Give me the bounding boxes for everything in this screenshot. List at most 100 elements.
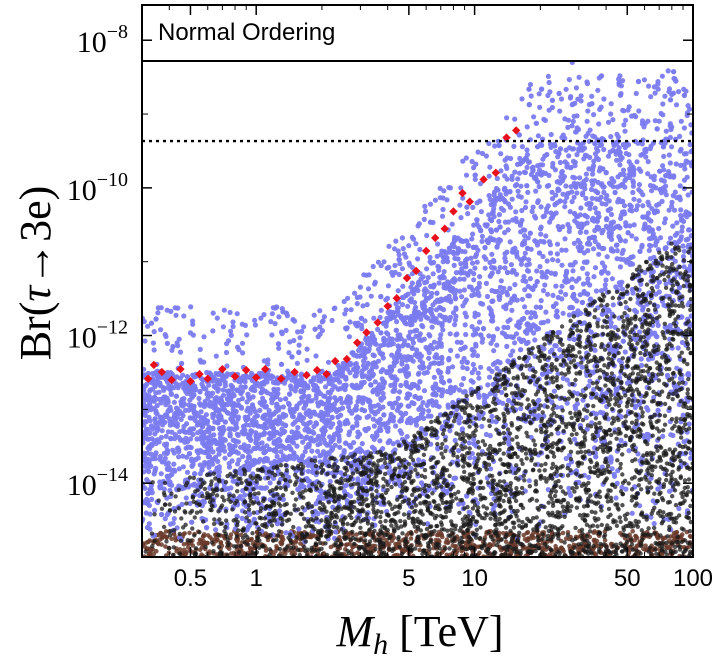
- blue-point: [515, 188, 521, 194]
- blue-point: [461, 276, 467, 282]
- blue-point: [462, 322, 468, 328]
- blue-point: [147, 430, 153, 436]
- blue-point: [462, 249, 468, 255]
- blue-point: [472, 265, 478, 271]
- blue-point: [426, 408, 432, 414]
- floor-point: [602, 538, 608, 543]
- blue-point: [629, 208, 635, 214]
- blue-point: [147, 511, 153, 517]
- blue-point: [640, 203, 646, 209]
- blue-point: [179, 501, 185, 507]
- blue-point: [611, 143, 617, 149]
- blue-point: [617, 149, 623, 155]
- blue-point: [565, 221, 571, 228]
- blue-point: [563, 183, 569, 189]
- blue-point: [681, 151, 688, 157]
- floor-point: [404, 533, 410, 538]
- blue-point: [679, 339, 686, 346]
- blue-point: [538, 231, 544, 237]
- blue-point: [563, 86, 569, 92]
- blue-point: [548, 144, 554, 150]
- blue-point: [473, 343, 479, 349]
- blue-point: [591, 158, 597, 164]
- blue-point: [513, 271, 520, 277]
- blue-point: [590, 133, 596, 139]
- blue-point: [504, 343, 510, 349]
- blue-point: [422, 431, 429, 437]
- blue-point: [190, 318, 196, 324]
- blue-point: [450, 399, 456, 406]
- blue-point: [645, 432, 651, 438]
- blue-point: [505, 219, 512, 225]
- blue-point: [608, 134, 614, 140]
- blue-point: [321, 437, 327, 443]
- blue-point: [226, 426, 232, 432]
- blue-point: [595, 87, 601, 93]
- blue-point: [469, 236, 475, 242]
- blue-point: [596, 251, 602, 257]
- floor-point: [190, 543, 196, 548]
- blue-point: [426, 364, 432, 371]
- blue-point: [372, 279, 378, 285]
- blue-point: [406, 243, 412, 249]
- blue-point: [274, 304, 280, 310]
- floor-point: [521, 532, 526, 538]
- blue-point: [512, 183, 519, 189]
- blue-point: [354, 420, 360, 426]
- floor-point: [201, 532, 207, 537]
- floor-point: [497, 545, 503, 551]
- blue-point: [489, 288, 495, 294]
- blue-point: [620, 167, 627, 173]
- blue-point: [636, 108, 642, 114]
- blue-point: [487, 164, 493, 170]
- blue-point: [508, 352, 514, 358]
- blue-point: [149, 496, 155, 502]
- blue-point: [422, 280, 428, 286]
- blue-point: [507, 285, 513, 292]
- blue-point: [562, 199, 568, 205]
- blue-point: [592, 265, 599, 271]
- floor-point: [486, 542, 492, 548]
- blue-point: [474, 259, 480, 265]
- blue-point: [453, 305, 459, 311]
- blue-point: [486, 305, 492, 311]
- blue-point: [422, 203, 428, 209]
- blue-point: [146, 468, 152, 475]
- blue-point: [665, 68, 671, 74]
- blue-point: [521, 315, 527, 322]
- blue-point: [688, 455, 693, 461]
- floor-point: [169, 536, 174, 542]
- blue-point: [327, 478, 333, 485]
- blue-point: [512, 169, 518, 175]
- blue-point: [162, 516, 168, 522]
- blue-point: [619, 484, 625, 490]
- blue-point: [681, 248, 687, 254]
- floor-point: [205, 540, 210, 546]
- floor-point: [173, 535, 178, 540]
- blue-point: [546, 182, 552, 189]
- blue-point: [174, 340, 180, 346]
- blue-point: [462, 259, 468, 265]
- blue-point: [605, 153, 612, 159]
- blue-point: [386, 243, 392, 249]
- blue-point: [236, 457, 242, 463]
- blue-point: [618, 437, 624, 443]
- blue-point: [667, 160, 673, 166]
- blue-point: [596, 121, 602, 127]
- blue-point: [475, 370, 481, 376]
- blue-point: [537, 264, 543, 270]
- blue-point: [528, 93, 534, 99]
- blue-point: [417, 246, 423, 253]
- blue-point: [147, 446, 153, 452]
- blue-point: [529, 208, 535, 214]
- blue-point: [453, 270, 459, 276]
- blue-point: [198, 434, 204, 440]
- blue-point: [667, 235, 674, 241]
- blue-point: [197, 389, 203, 395]
- blue-point: [465, 211, 471, 217]
- blue-point: [395, 308, 401, 314]
- blue-point: [146, 436, 152, 442]
- blue-point: [634, 203, 641, 209]
- blue-point: [505, 201, 512, 207]
- blue-point: [420, 324, 426, 330]
